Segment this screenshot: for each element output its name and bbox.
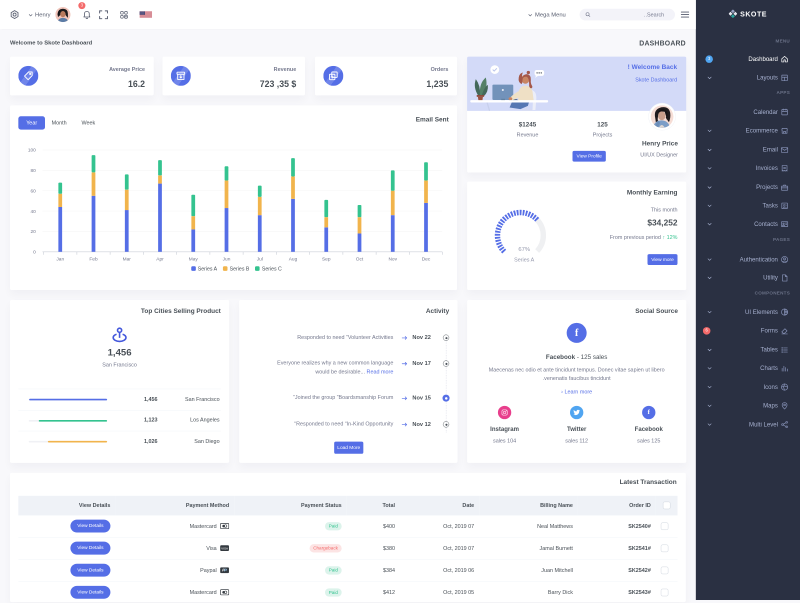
svg-text:60: 60 [31,188,37,194]
svg-text:Nov: Nov [388,257,397,263]
svg-text:0: 0 [33,249,36,255]
svg-text:Aug: Aug [289,257,298,263]
svg-text:May: May [189,257,199,263]
svg-text:40: 40 [31,209,37,215]
svg-text:VISA: VISA [221,546,229,550]
svg-text:80: 80 [31,168,37,174]
svg-text:Jul: Jul [257,257,263,263]
svg-text:Dec: Dec [422,257,431,263]
svg-text:Jan: Jan [56,257,64,263]
svg-text:Jun: Jun [223,257,231,263]
svg-text:Sep: Sep [322,257,331,263]
svg-text:Mar: Mar [123,257,132,263]
svg-text:Oct: Oct [356,257,364,263]
svg-text:Feb: Feb [89,257,98,263]
svg-text:20: 20 [31,229,37,235]
svg-text:Apr: Apr [156,257,164,263]
svg-text:100: 100 [28,148,36,154]
